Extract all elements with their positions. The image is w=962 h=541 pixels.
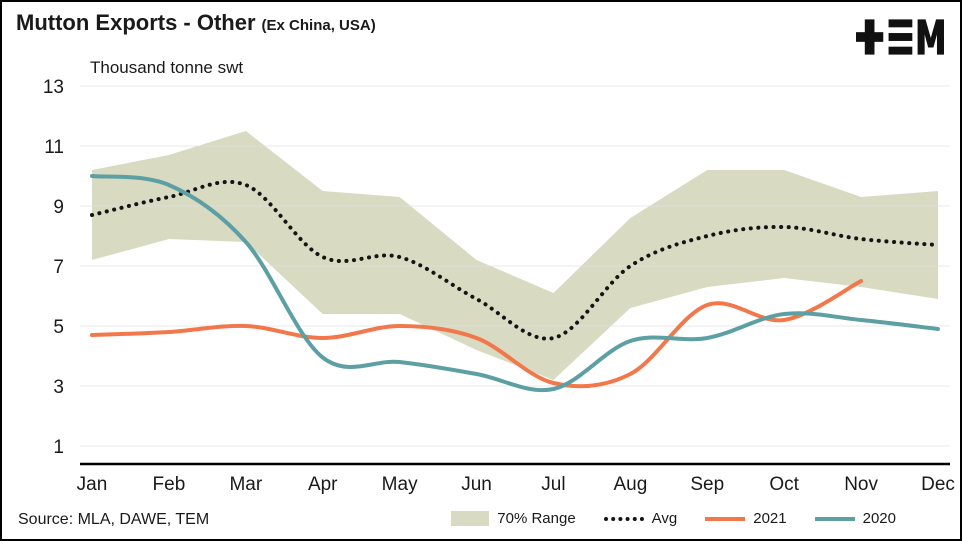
x-tick-label: Feb xyxy=(153,474,186,495)
x-tick-label: Apr xyxy=(308,474,338,495)
band-70-range xyxy=(92,131,938,380)
y-tick-label: 5 xyxy=(53,317,64,338)
legend-swatch-line xyxy=(814,516,855,521)
y-tick-label: 7 xyxy=(53,257,64,278)
legend-label: 70% Range xyxy=(497,510,576,527)
legend: 70% Range Avg 2021 2020 xyxy=(451,510,896,527)
y-axis-units-label: Thousand tonne swt xyxy=(90,58,244,77)
legend-swatch-dotted xyxy=(603,516,644,521)
y-tick-label: 3 xyxy=(53,377,64,398)
series-line-2020 xyxy=(90,174,940,393)
logo-bar-middle xyxy=(888,33,913,41)
legend-label: 2021 xyxy=(753,510,787,527)
logo-letter-m xyxy=(917,19,944,55)
legend-item-2020: 2020 xyxy=(814,510,896,527)
x-tick-label: Oct xyxy=(769,474,799,495)
y-tick-label: 11 xyxy=(44,137,64,158)
x-tick-label: Jan xyxy=(77,474,108,495)
y-tick-label: 9 xyxy=(53,197,64,218)
x-tick-label: Mar xyxy=(229,474,262,495)
logo-bar-bottom xyxy=(888,46,913,55)
series-line-2021 xyxy=(90,279,864,389)
x-tick-label: Nov xyxy=(844,474,878,495)
x-tick-label: Aug xyxy=(613,474,647,495)
page-title-suffix: (Ex China, USA) xyxy=(261,17,376,34)
source-text: Source: MLA, DAWE, TEM xyxy=(18,511,210,528)
legend-swatch-band xyxy=(451,511,490,526)
x-tick-label: May xyxy=(382,474,418,495)
tem-logo xyxy=(856,19,944,55)
logo-bar-top xyxy=(888,19,913,28)
page-title: Mutton Exports - Other xyxy=(16,10,256,35)
legend-swatch-line xyxy=(705,516,746,521)
legend-item-70-range: 70% Range xyxy=(451,510,576,527)
chart-area: 1 3 5 7 9 11 13 Jan Feb Mar Apr May Jun Jul Aug Sep Oct N… xyxy=(2,70,960,500)
y-tick-label: 13 xyxy=(43,77,64,98)
legend-item-avg: Avg xyxy=(603,510,678,527)
x-tick-label: Sep xyxy=(690,474,724,495)
legend-item-2021: 2021 xyxy=(705,510,787,527)
legend-label: 2020 xyxy=(862,510,896,527)
x-tick-label: Jul xyxy=(541,474,565,495)
x-tick-label: Dec xyxy=(921,474,955,495)
legend-label: Avg xyxy=(651,510,678,527)
chart-title-row: Mutton Exports - Other (Ex China, USA) xyxy=(16,10,376,36)
y-tick-label: 1 xyxy=(53,437,64,458)
x-tick-label: Jun xyxy=(461,474,492,495)
logo-plus-horizontal xyxy=(856,32,884,42)
